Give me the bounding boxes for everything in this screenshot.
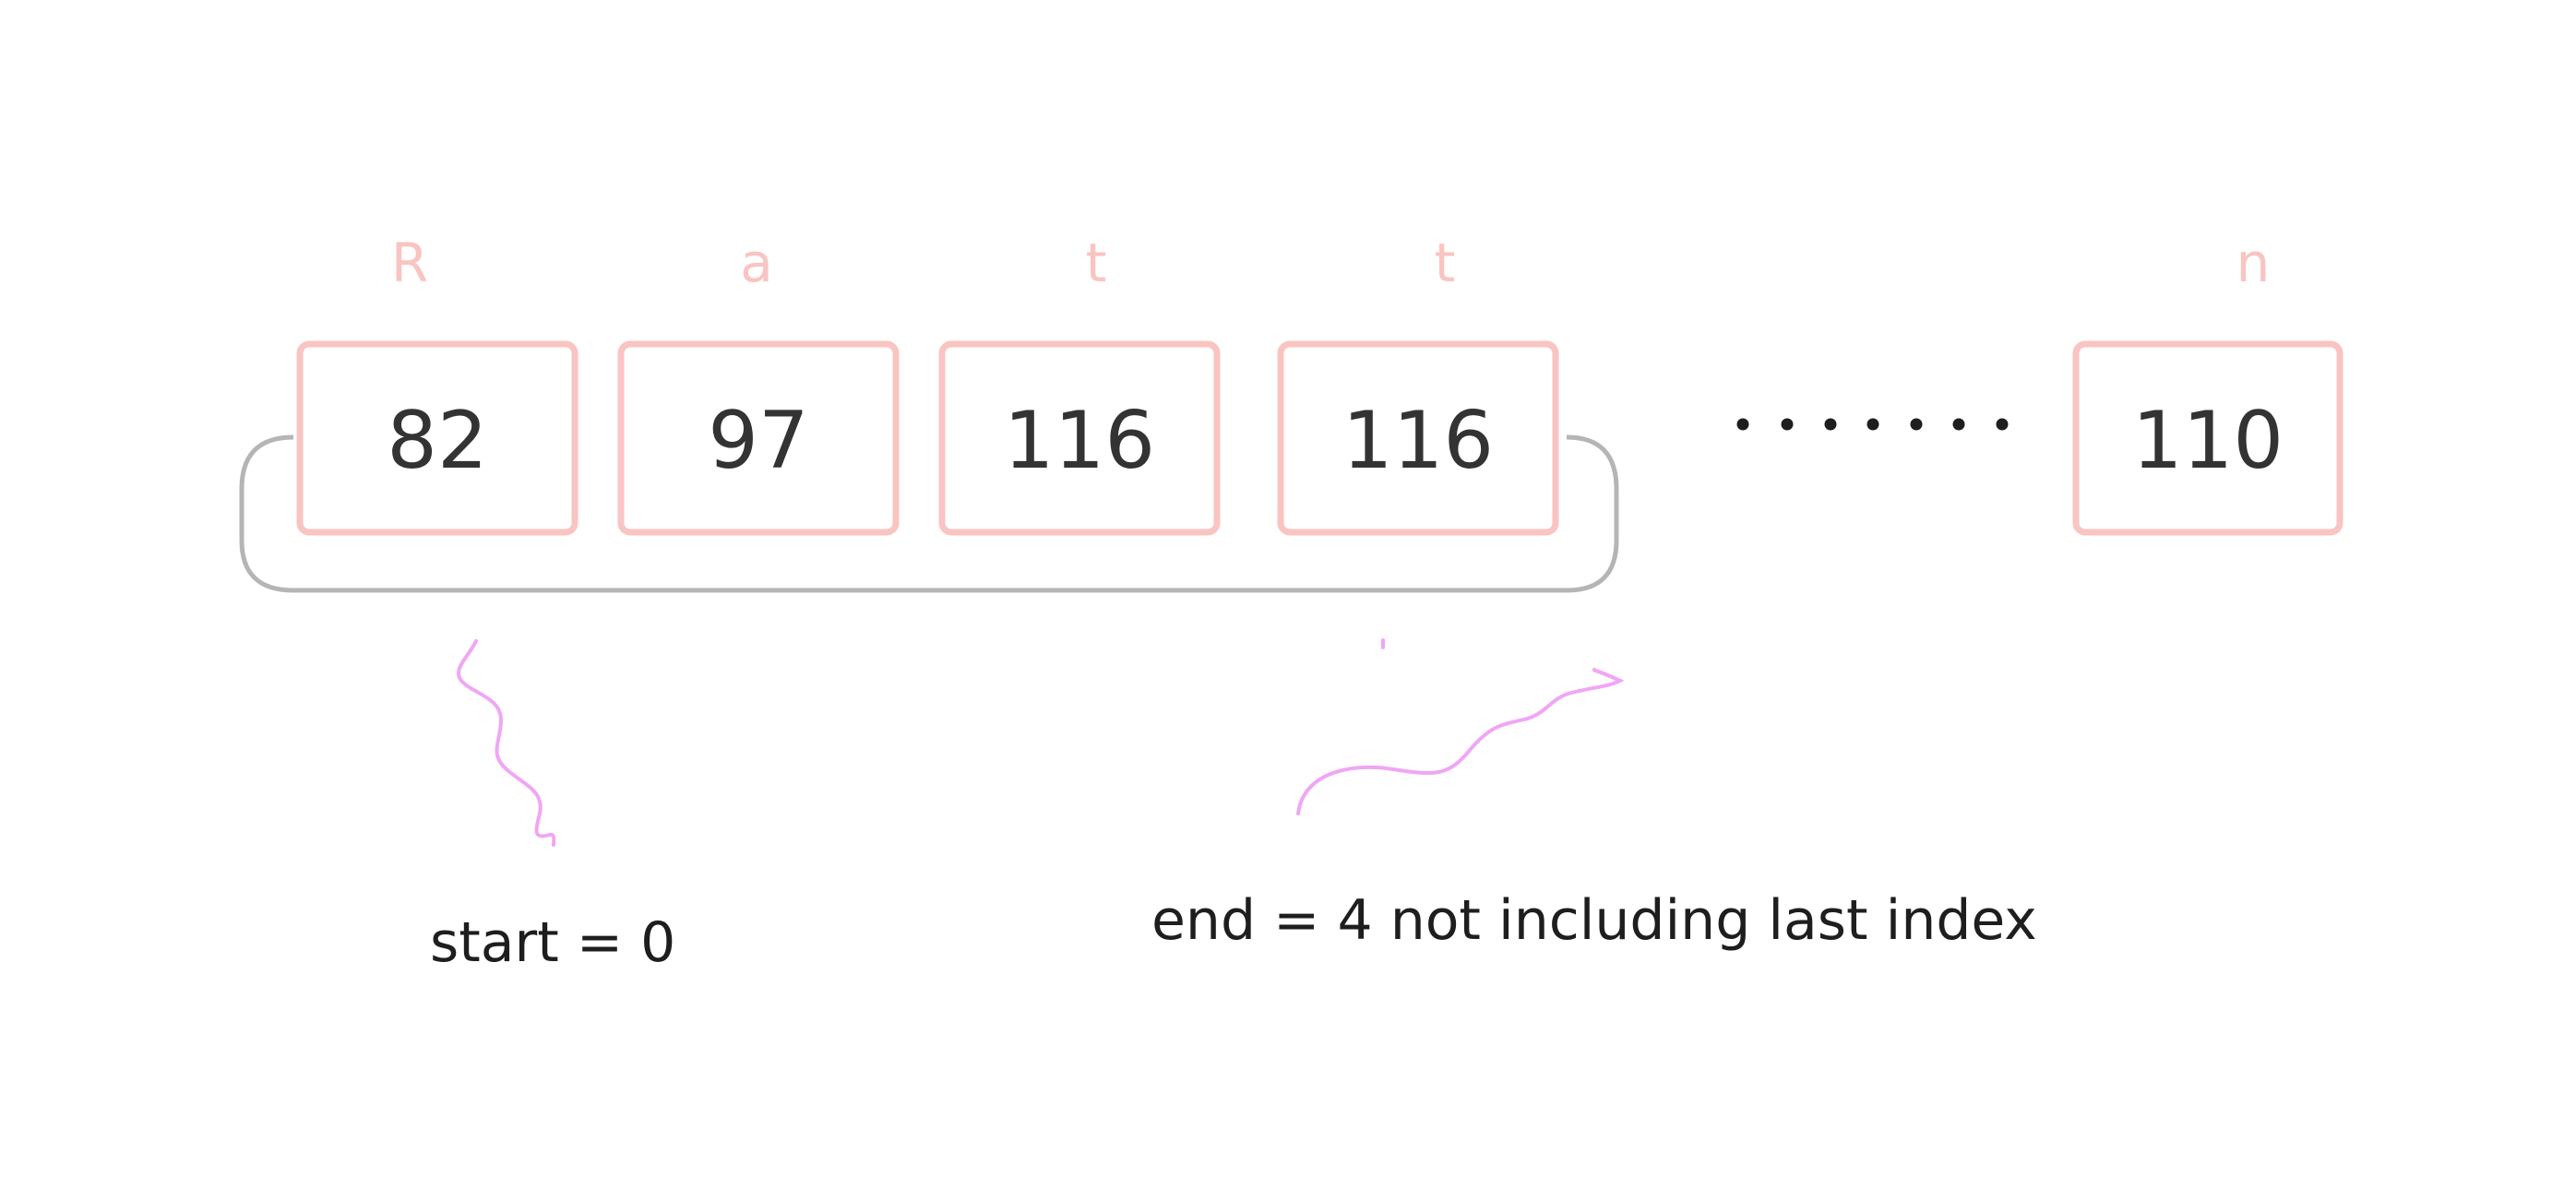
cell-value-4: 110 xyxy=(2132,395,2284,487)
char-label-4: n xyxy=(2236,232,2271,294)
cell-value-2: 116 xyxy=(1004,395,1155,487)
array-cell-1: 97 xyxy=(617,340,900,536)
ellipsis-dot-4 xyxy=(1866,418,1879,431)
end-annotation: end = 4 not including last index xyxy=(1151,888,2037,953)
array-cell-4: 110 xyxy=(2072,340,2343,536)
cell-value-0: 82 xyxy=(387,395,487,487)
char-label-3: t xyxy=(1435,232,1456,294)
ellipsis-dot-6 xyxy=(1952,418,1965,431)
start-squiggle xyxy=(457,639,556,847)
ellipsis-dot-3 xyxy=(1824,418,1837,431)
cell-box-3 xyxy=(1277,340,1559,536)
ellipsis-dot-5 xyxy=(1910,418,1923,431)
cell-box-4 xyxy=(2072,340,2343,536)
array-cell-3: 116 xyxy=(1277,340,1559,536)
cell-box-2 xyxy=(938,340,1221,536)
cell-value-3: 116 xyxy=(1342,395,1494,487)
cell-box-0 xyxy=(296,340,578,536)
ellipsis-dots xyxy=(1736,418,2009,431)
char-label-0: R xyxy=(391,232,428,294)
char-label-2: t xyxy=(1086,232,1107,294)
slice-bracket xyxy=(239,434,1619,593)
ellipsis-dot-7 xyxy=(1996,418,2009,431)
ellipsis-dot-1 xyxy=(1736,418,1749,431)
char-label-1: a xyxy=(740,232,773,294)
ellipsis-dot-2 xyxy=(1781,418,1794,431)
start-annotation: start = 0 xyxy=(430,910,675,975)
end-squiggle xyxy=(1296,668,1625,815)
array-cell-0: 82 xyxy=(296,340,578,536)
array-cell-2: 116 xyxy=(938,340,1221,536)
cell-box-1 xyxy=(617,340,900,536)
cell-value-1: 97 xyxy=(708,395,808,487)
